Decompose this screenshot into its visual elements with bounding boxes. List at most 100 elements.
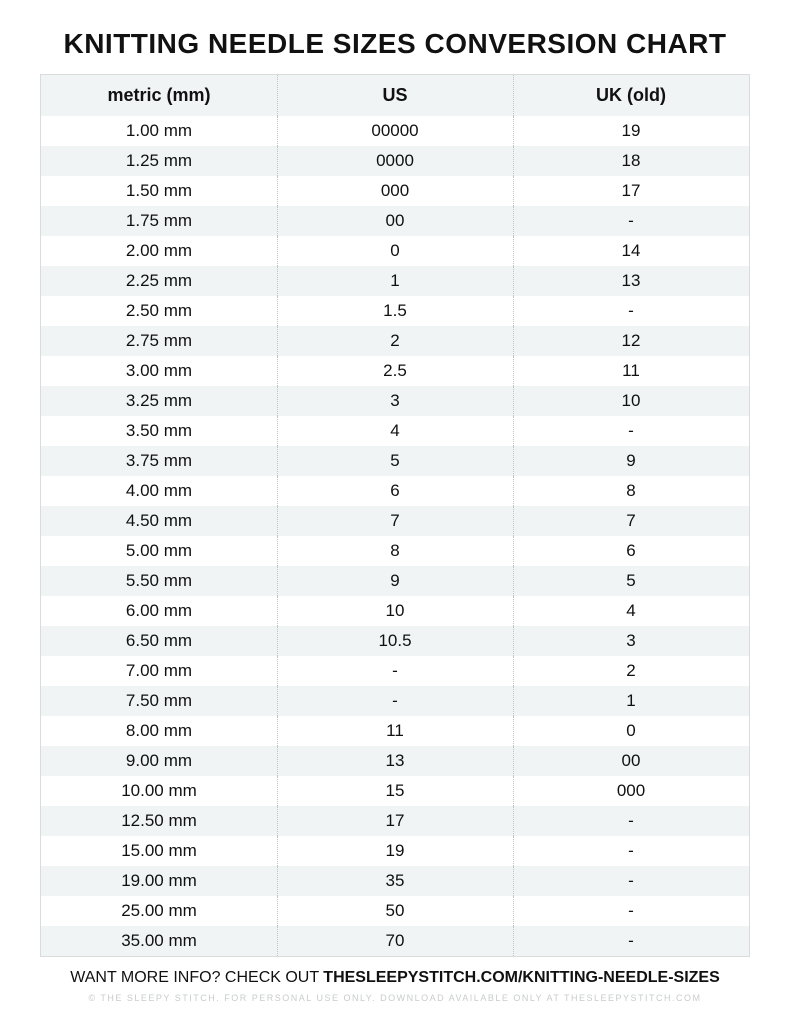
table-cell: 2.00 mm: [41, 236, 277, 266]
table-row: 7.00 mm-2: [41, 656, 749, 686]
table-cell: 00: [513, 746, 749, 776]
table-cell: 18: [513, 146, 749, 176]
table-row: 8.00 mm110: [41, 716, 749, 746]
table-cell: 5: [513, 566, 749, 596]
table-cell: 000: [277, 176, 513, 206]
table-row: 2.50 mm1.5-: [41, 296, 749, 326]
table-cell: 12: [513, 326, 749, 356]
table-cell: -: [513, 416, 749, 446]
table-cell: 10.00 mm: [41, 776, 277, 806]
table-header-row: metric (mm) US UK (old): [41, 75, 749, 116]
table-cell: 35.00 mm: [41, 926, 277, 956]
table-row: 2.00 mm014: [41, 236, 749, 266]
table-cell: 5.50 mm: [41, 566, 277, 596]
table-cell: 1.00 mm: [41, 116, 277, 146]
table-cell: 50: [277, 896, 513, 926]
table-row: 4.00 mm68: [41, 476, 749, 506]
table-cell: 15: [277, 776, 513, 806]
table-cell: 11: [277, 716, 513, 746]
table-cell: 7: [513, 506, 749, 536]
table-cell: 1.50 mm: [41, 176, 277, 206]
table-cell: 7.50 mm: [41, 686, 277, 716]
table-cell: 9: [277, 566, 513, 596]
table-cell: 35: [277, 866, 513, 896]
table-cell: 8: [277, 536, 513, 566]
table-cell: 3.00 mm: [41, 356, 277, 386]
table-cell: 6: [277, 476, 513, 506]
table-cell: 19: [277, 836, 513, 866]
table-cell: 8: [513, 476, 749, 506]
table-cell: 000: [513, 776, 749, 806]
footer-text: WANT MORE INFO? CHECK OUT THESLEEPYSTITC…: [40, 969, 750, 987]
table-cell: 2.25 mm: [41, 266, 277, 296]
footer-prefix: WANT MORE INFO? CHECK OUT: [70, 969, 323, 986]
table-cell: 10: [277, 596, 513, 626]
table-cell: 1.25 mm: [41, 146, 277, 176]
table-cell: -: [513, 896, 749, 926]
column-header-metric: metric (mm): [41, 75, 277, 116]
table-cell: 25.00 mm: [41, 896, 277, 926]
page-title: KNITTING NEEDLE SIZES CONVERSION CHART: [40, 28, 750, 60]
table-cell: 3.50 mm: [41, 416, 277, 446]
table-row: 25.00 mm50-: [41, 896, 749, 926]
table-cell: 9.00 mm: [41, 746, 277, 776]
table-cell: -: [513, 206, 749, 236]
table-cell: 0: [513, 716, 749, 746]
table-cell: 70: [277, 926, 513, 956]
table-cell: 1: [513, 686, 749, 716]
table-cell: 2.50 mm: [41, 296, 277, 326]
table-cell: 5: [277, 446, 513, 476]
table-row: 1.25 mm000018: [41, 146, 749, 176]
table-cell: -: [513, 866, 749, 896]
table-cell: 3: [513, 626, 749, 656]
table-row: 6.00 mm104: [41, 596, 749, 626]
table-row: 3.00 mm2.511: [41, 356, 749, 386]
table-cell: 11: [513, 356, 749, 386]
table-cell: 4.50 mm: [41, 506, 277, 536]
table-row: 4.50 mm77: [41, 506, 749, 536]
table-cell: 17: [513, 176, 749, 206]
fine-print: © THE SLEEPY STITCH. FOR PERSONAL USE ON…: [40, 993, 750, 1003]
table-cell: 8.00 mm: [41, 716, 277, 746]
table-row: 1.00 mm0000019: [41, 116, 749, 146]
table-row: 1.75 mm00-: [41, 206, 749, 236]
table-cell: 19.00 mm: [41, 866, 277, 896]
table-cell: 15.00 mm: [41, 836, 277, 866]
table-cell: 9: [513, 446, 749, 476]
table-cell: 13: [513, 266, 749, 296]
table-cell: 1: [277, 266, 513, 296]
table-cell: 2.5: [277, 356, 513, 386]
table-row: 35.00 mm70-: [41, 926, 749, 956]
table-row: 7.50 mm-1: [41, 686, 749, 716]
table-cell: 7.00 mm: [41, 656, 277, 686]
table-cell: 0000: [277, 146, 513, 176]
table-cell: 6.00 mm: [41, 596, 277, 626]
column-header-uk: UK (old): [513, 75, 749, 116]
table-cell: 2.75 mm: [41, 326, 277, 356]
table-body: 1.00 mm00000191.25 mm0000181.50 mm000171…: [41, 116, 749, 956]
conversion-chart: metric (mm) US UK (old) 1.00 mm00000191.…: [40, 74, 750, 957]
table-row: 2.75 mm212: [41, 326, 749, 356]
table-row: 15.00 mm19-: [41, 836, 749, 866]
table-cell: 19: [513, 116, 749, 146]
table-row: 3.50 mm4-: [41, 416, 749, 446]
table-cell: 6: [513, 536, 749, 566]
table-cell: 1.5: [277, 296, 513, 326]
table-row: 6.50 mm10.53: [41, 626, 749, 656]
table-cell: 4: [277, 416, 513, 446]
table-row: 19.00 mm35-: [41, 866, 749, 896]
table-cell: 4.00 mm: [41, 476, 277, 506]
table-cell: 00: [277, 206, 513, 236]
table-cell: 13: [277, 746, 513, 776]
table-cell: -: [277, 686, 513, 716]
table-cell: -: [513, 836, 749, 866]
table-cell: -: [513, 296, 749, 326]
table-cell: -: [513, 926, 749, 956]
table-row: 9.00 mm1300: [41, 746, 749, 776]
table-row: 5.50 mm95: [41, 566, 749, 596]
table-cell: -: [513, 806, 749, 836]
table-cell: 1.75 mm: [41, 206, 277, 236]
footer-link: THESLEEPYSTITCH.COM/KNITTING-NEEDLE-SIZE…: [323, 969, 719, 986]
table-cell: 3: [277, 386, 513, 416]
table-cell: 2: [513, 656, 749, 686]
